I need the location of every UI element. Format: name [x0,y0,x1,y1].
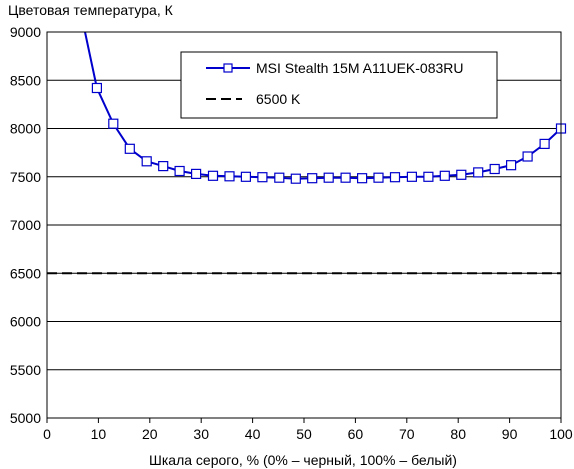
x-tick-label-10: 10 [91,426,107,442]
data-point-0 [91,82,103,94]
y-tick-label-8000: 8000 [10,121,41,137]
x-tick-label-40: 40 [245,426,261,442]
data-point-15 [340,172,351,183]
x-tick-label-100: 100 [549,426,573,442]
y-tick-label-7500: 7500 [10,169,41,185]
x-tick-label-50: 50 [296,426,312,442]
data-point-17 [373,172,384,183]
data-point-7 [207,170,219,181]
data-point-12 [290,173,301,184]
y-tick-label-7000: 7000 [10,217,41,233]
y-tick-label-9000: 9000 [10,24,41,40]
data-point-6 [191,168,202,179]
data-point-22 [456,169,467,180]
data-point-24 [489,163,500,175]
x-tick-label-60: 60 [348,426,364,442]
data-point-9 [240,171,251,182]
data-point-16 [357,173,368,184]
data-point-11 [274,172,285,183]
data-point-3 [141,156,152,167]
y-tick-label-6500: 6500 [10,265,41,281]
data-point-5 [174,165,185,177]
data-point-14 [323,172,334,183]
data-point-8 [224,171,235,182]
series-markers [91,82,567,184]
data-point-13 [307,173,318,184]
legend-label-msi: MSI Stealth 15M A11UEK-083RU [256,60,464,76]
data-point-21 [439,170,450,181]
legend-entry-msi: MSI Stealth 15M A11UEK-083RU [206,60,464,76]
x-tick-label-20: 20 [142,426,158,442]
data-point-26 [522,151,533,162]
data-point-18 [389,172,401,183]
legend-swatch-msi-marker [223,63,233,73]
data-point-23 [473,167,484,178]
data-point-27 [539,138,550,149]
x-axis-ticks: 0 10 20 30 40 50 60 70 80 90 100 [43,418,573,442]
legend-box [180,51,498,119]
y-axis-ticks: 5000 5500 6000 6500 7000 7500 8000 8500 9000 [10,24,41,426]
y-axis-title: Цветовая температура, К [8,2,174,18]
x-tick-label-90: 90 [502,426,518,442]
x-tick-label-0: 0 [43,426,51,442]
data-point-25 [506,160,517,171]
x-tick-label-70: 70 [399,426,415,442]
x-axis-title: Шкала серого, % (0% – черный, 100% – бел… [149,452,457,468]
legend-entry-6500k: 6500 K [206,91,301,107]
data-point-1 [108,118,119,129]
y-tick-label-6000: 6000 [10,314,41,330]
x-tick-label-30: 30 [193,426,209,442]
data-point-2 [124,143,135,154]
data-point-20 [423,171,434,182]
legend-label-6500k: 6500 K [256,91,301,107]
legend: MSI Stealth 15M A11UEK-083RU 6500 K [180,51,498,119]
data-point-4 [158,161,169,172]
y-tick-label-5000: 5000 [10,410,41,426]
data-point-10 [257,172,268,183]
x-tick-label-80: 80 [450,426,466,442]
data-point-19 [406,171,417,182]
y-tick-label-8500: 8500 [10,72,41,88]
y-tick-label-5500: 5500 [10,362,41,378]
